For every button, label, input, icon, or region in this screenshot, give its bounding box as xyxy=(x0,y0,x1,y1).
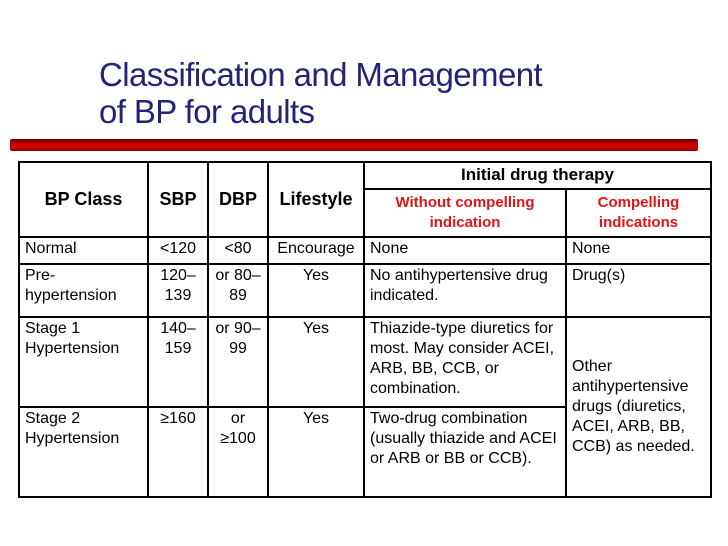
cell-without-compelling: Thiazide-type diuretics for most. May co… xyxy=(363,316,567,408)
title-divider-rule xyxy=(10,139,698,151)
table-row-normal: Normal <120 <80 Encourage None None xyxy=(18,236,712,265)
cell-sbp: 140–159 xyxy=(147,316,209,408)
table-row-prehypertension: Pre-hypertension 120–139 or 80–89 Yes No… xyxy=(18,263,712,318)
cell-sbp: <120 xyxy=(147,236,209,265)
cell-sbp: 120–139 xyxy=(147,263,209,318)
slide-title-line2: of BP for adults xyxy=(99,93,315,130)
col-header-without-compelling: Without compelling indication xyxy=(363,188,567,238)
cell-dbp: or ≥100 xyxy=(207,406,269,498)
col-header-lifestyle: Lifestyle xyxy=(267,161,365,238)
cell-compelling: Drug(s) xyxy=(565,263,712,318)
cell-sbp: ≥160 xyxy=(147,406,209,498)
cell-dbp: or 90–99 xyxy=(207,316,269,408)
col-header-sbp: SBP xyxy=(147,161,209,238)
col-header-dbp: DBP xyxy=(207,161,269,238)
col-header-compelling: Compelling indications xyxy=(565,188,712,238)
cell-without-compelling: Two-drug combination (usually thiazide a… xyxy=(363,406,567,498)
cell-bp-class: Stage 1 Hypertension xyxy=(18,316,149,408)
cell-compelling: None xyxy=(565,236,712,265)
table-row-stage1: Stage 1 Hypertension 140–159 or 90–99 Ye… xyxy=(18,316,712,498)
table-row-stage2: Stage 2 Hypertension ≥160 or ≥100 Yes Tw… xyxy=(18,406,711,498)
cell-bp-class: Stage 2 Hypertension xyxy=(18,406,149,498)
slide-title-line1: Classification and Management xyxy=(99,56,543,93)
header-row-sub: Without compelling indication Compelling… xyxy=(19,188,712,238)
cell-without-compelling: None xyxy=(363,236,567,265)
cell-lifestyle: Yes xyxy=(267,263,365,318)
cell-compelling-merged: Other antihypertensive drugs (diuretics,… xyxy=(565,316,712,498)
cell-lifestyle: Encourage xyxy=(267,236,365,265)
cell-without-compelling: No antihypertensive drug indicated. xyxy=(363,263,567,318)
col-header-initial-drug-therapy: Initial drug therapy xyxy=(363,161,712,190)
slide-title: Classification and Management of BP for … xyxy=(99,56,543,130)
cell-bp-class: Normal xyxy=(18,236,149,265)
cell-lifestyle: Yes xyxy=(267,406,365,498)
cell-dbp: <80 xyxy=(207,236,269,265)
cell-dbp: or 80–89 xyxy=(207,263,269,318)
col-header-bp-class: BP Class xyxy=(18,161,149,238)
header-row-top: BP Class SBP DBP Lifestyle Initial drug … xyxy=(18,161,712,238)
cell-bp-class: Pre-hypertension xyxy=(18,263,149,318)
bp-classification-table: BP Class SBP DBP Lifestyle Initial drug … xyxy=(18,161,712,498)
cell-lifestyle: Yes xyxy=(267,316,365,408)
